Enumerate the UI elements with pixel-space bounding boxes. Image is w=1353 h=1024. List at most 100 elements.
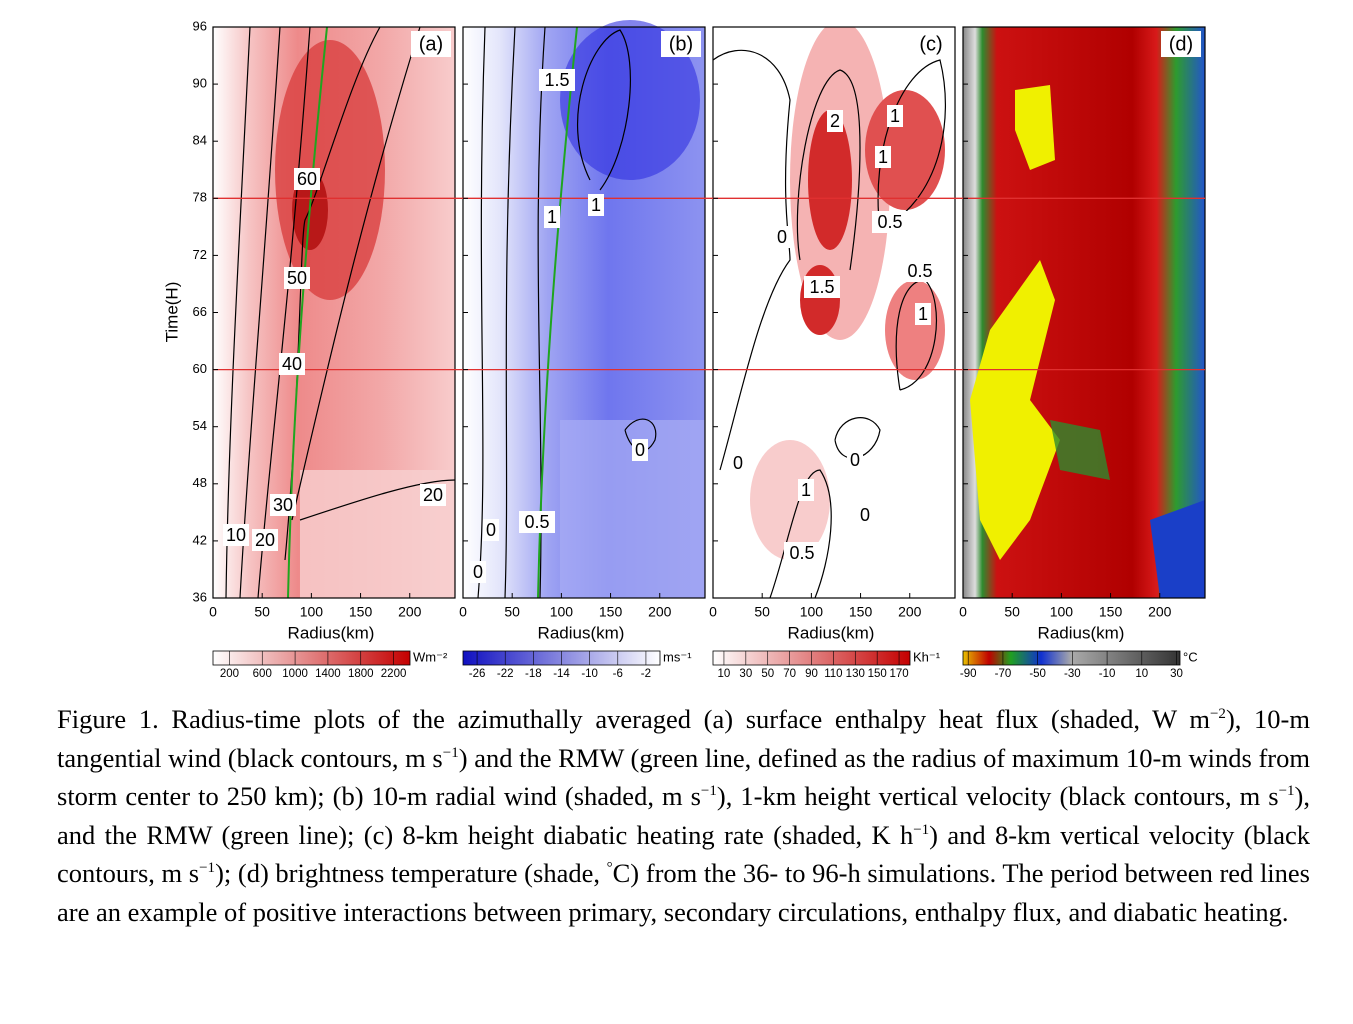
label-box (588, 194, 604, 216)
label-box (411, 31, 451, 57)
colorbar-tick-label: -18 (525, 668, 542, 680)
caption-text: Figure 1. Radius-time plots of the azimu… (57, 704, 1210, 734)
contour-label: 1.5 (809, 277, 834, 297)
colorbar-tick-label: -90 (960, 668, 977, 680)
label-box (539, 69, 575, 91)
x-tick-label: 0 (209, 604, 217, 620)
label-box (872, 211, 908, 233)
colorbar-tick-label: 2200 (381, 668, 407, 680)
panel-label: (c) (919, 33, 942, 55)
contour-label: 20 (255, 530, 275, 550)
label-box (279, 353, 305, 375)
colorbar-unit: Wm⁻² (413, 649, 448, 664)
x-tick-label: 0 (709, 604, 717, 620)
shading-b (463, 20, 705, 598)
colorbar-tick-label: 10 (718, 668, 731, 680)
label-box (827, 110, 843, 132)
colorbar-tick-label: 200 (220, 668, 239, 680)
label-box (632, 439, 648, 461)
x-tick-label: 150 (849, 604, 873, 620)
label-box (887, 105, 903, 127)
contour-label: 1 (801, 480, 811, 500)
colorbar-tick-label: 1400 (315, 668, 341, 680)
colorbar-unit: °C (1183, 649, 1198, 664)
label-box (915, 303, 931, 325)
contour-label: 0 (850, 450, 860, 470)
x-axis-label: Radius(km) (1038, 623, 1125, 642)
label-box (252, 529, 278, 551)
colorbar-tick-label: 1000 (282, 668, 308, 680)
contour-label: 0 (486, 520, 496, 540)
label-box (847, 449, 863, 471)
colorbar-tick-label: 110 (824, 668, 842, 680)
colorbar-tick-label: -10 (1099, 668, 1116, 680)
contour-label: 50 (287, 268, 307, 288)
shading-a (213, 27, 455, 598)
colorbar-tick-label: -50 (1029, 668, 1046, 680)
x-tick-label: 50 (254, 604, 270, 620)
x-tick-label: 100 (800, 604, 824, 620)
panel-label: (b) (669, 33, 693, 55)
colorbar-tick-label: -22 (497, 668, 514, 680)
colorbar-tick-label: 600 (253, 668, 272, 680)
x-axis-label: Radius(km) (288, 623, 375, 642)
colorbar-tick-label: -70 (995, 668, 1012, 680)
label-box (911, 31, 951, 57)
label-box (902, 260, 938, 282)
colorbar-tick-label: 130 (846, 668, 865, 680)
colorbar-tick-label: -30 (1064, 668, 1081, 680)
x-tick-label: 200 (648, 604, 672, 620)
label-box (798, 479, 814, 501)
caption-text: ), 10-m tangential wind (black contours,… (57, 704, 1310, 773)
colorbar-tick-label: 1800 (348, 668, 374, 680)
colorbar-tick-label: -6 (613, 668, 623, 680)
label-box (875, 146, 891, 168)
contour-label: 1 (918, 304, 928, 324)
x-tick-label: 200 (398, 604, 422, 620)
x-tick-label: 0 (459, 604, 467, 620)
y-tick-label: 66 (193, 304, 207, 319)
contour-label: 1 (591, 195, 601, 215)
x-axis-label: Radius(km) (538, 623, 625, 642)
y-tick-label: 72 (193, 247, 207, 262)
label-box (774, 226, 790, 248)
colorbar-tick-label: 90 (805, 668, 818, 680)
contour-label: 2 (830, 111, 840, 131)
y-axis-label: Time(H) (162, 282, 181, 343)
caption-text: C) from the 36- to 96-h simulations. The… (57, 858, 1310, 927)
y-tick-label: 84 (193, 133, 207, 148)
colorbar-tick-label: 170 (889, 668, 908, 680)
x-tick-label: 50 (1004, 604, 1020, 620)
label-box (294, 168, 320, 190)
label-box (730, 452, 746, 474)
label-box (420, 484, 446, 506)
caption-text: ), and the RMW (green line); (c) 8-km he… (57, 781, 1310, 850)
colorbar-tick-label: -10 (581, 668, 598, 680)
contour-label: 0 (733, 453, 743, 473)
caption-text: ) and the RMW (green line, defined as th… (57, 742, 1310, 812)
caption-text: ), 1-km height vertical velocity (black … (716, 781, 1279, 811)
x-tick-label: 100 (300, 604, 324, 620)
y-tick-label: 60 (193, 361, 207, 376)
label-box (519, 511, 555, 533)
contour-label: 0 (860, 505, 870, 525)
x-tick-label: 50 (754, 604, 770, 620)
label-box (284, 267, 310, 289)
contour-label: 0.5 (907, 261, 932, 281)
contour-label: 0.5 (524, 512, 549, 532)
x-tick-label: 100 (550, 604, 574, 620)
colorbar-tick-label: 70 (783, 668, 796, 680)
contour-label: 1 (890, 106, 900, 126)
colorbar-tick-label: 10 (1135, 668, 1148, 680)
label-box (661, 31, 701, 57)
caption-superscript: −1 (913, 821, 930, 838)
colorbar-unit: ms⁻¹ (663, 649, 692, 664)
contour-label: 20 (423, 485, 443, 505)
label-box (483, 519, 499, 541)
caption-superscript: −1 (442, 744, 459, 761)
contour-label: 0 (473, 562, 483, 582)
rmw-line (287, 26, 328, 599)
contour-label: 0.5 (877, 212, 902, 232)
